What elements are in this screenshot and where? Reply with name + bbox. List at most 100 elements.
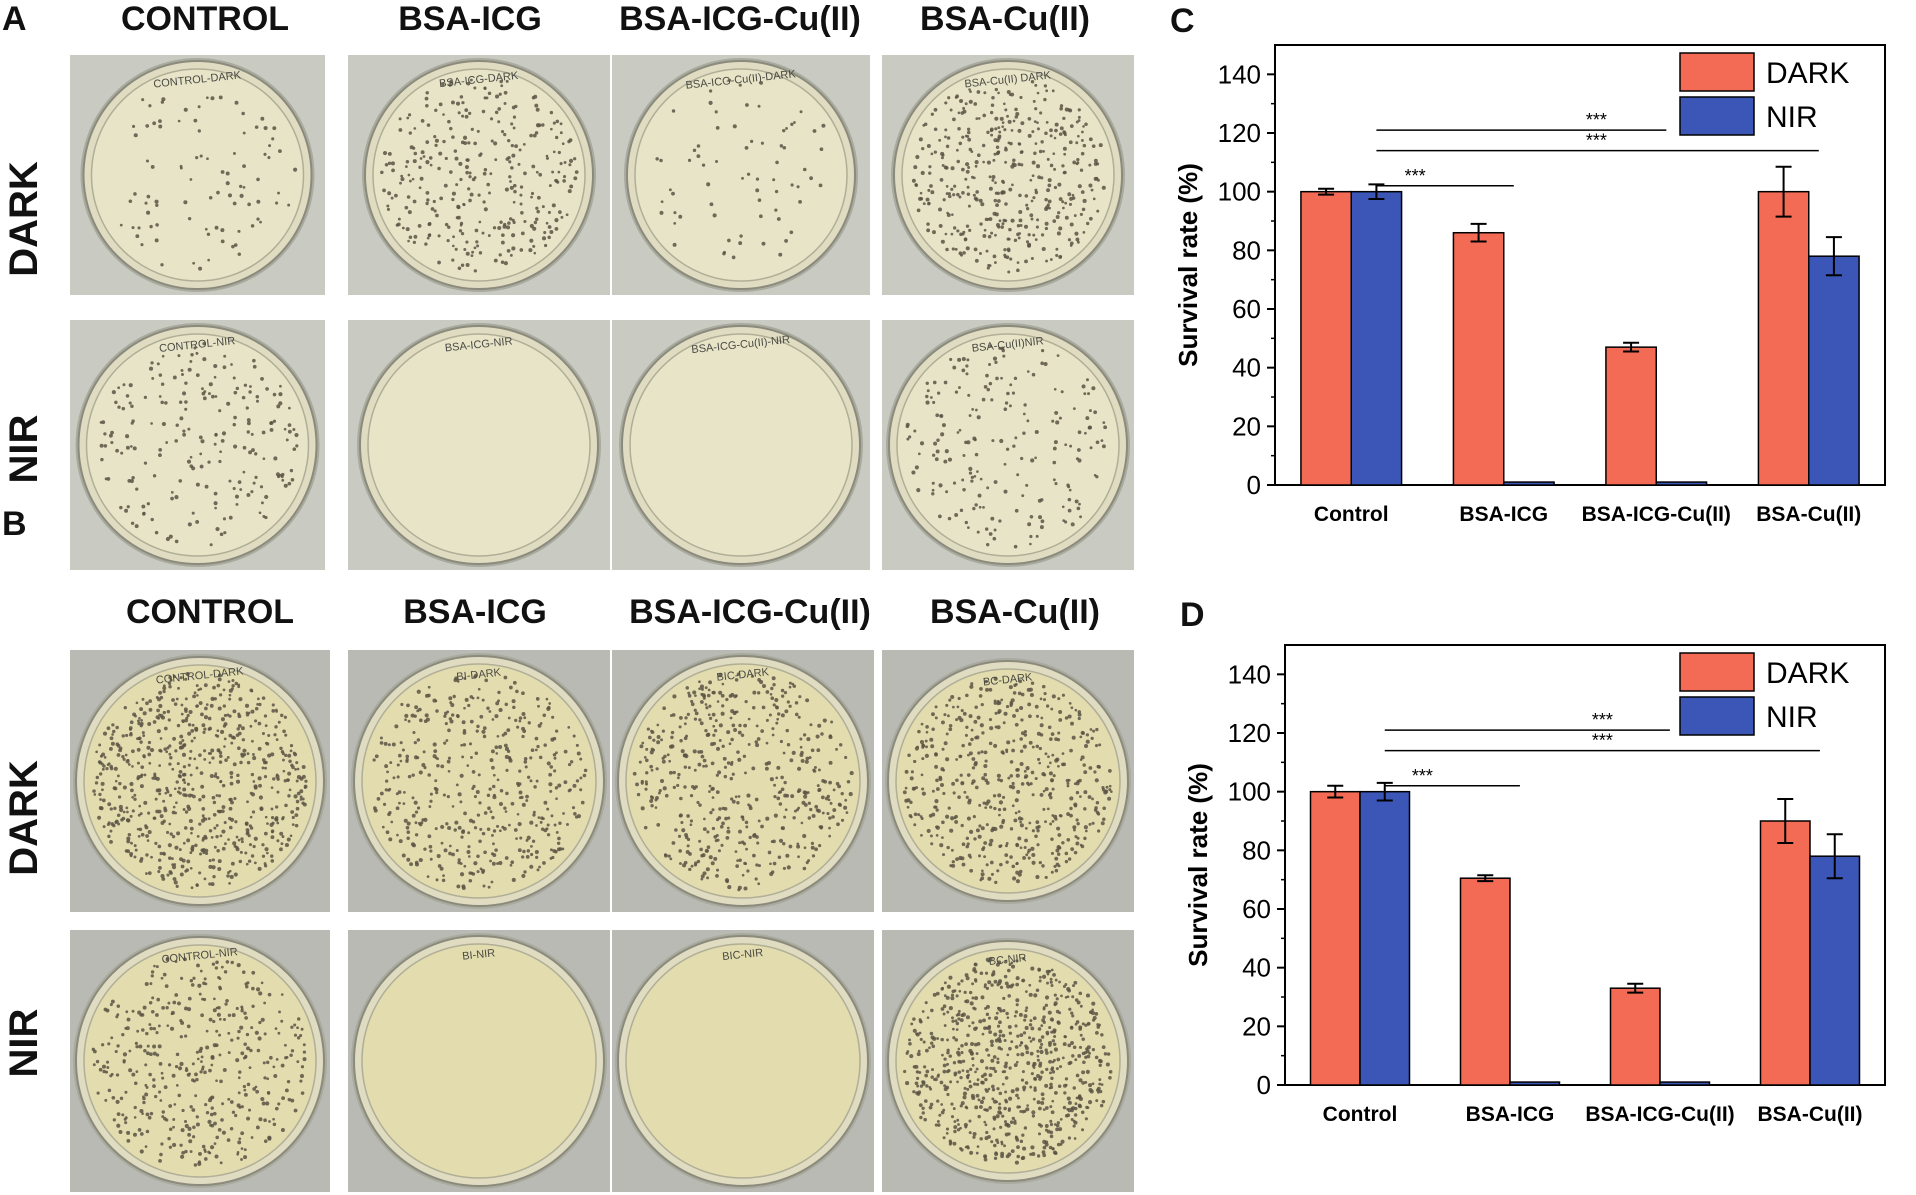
chart-d-plot-frame [1284,644,1886,1086]
chart-d-x-tick-label-2: BSA-ICG-Cu(II) [1585,1103,1734,1126]
chart-d-bar-nir-2 [1659,1081,1711,1086]
chart-c-legend-label-dark: DARK [1766,57,1849,90]
chart-c-bar-dark-2 [1605,346,1657,486]
panel-letter-c: C [1170,2,1195,40]
chart-c-y-tick-label: 80 [1232,235,1261,265]
chart-d-error-bar-dark-1 [1477,874,1494,883]
panel-a-column-control: CONTROL [120,0,290,38]
chart-c-x-tick-label-1: BSA-ICG [1459,503,1548,526]
chart-c-error-bar-nir-0 [1368,183,1385,200]
svg-text:BI-DARK: BI-DARK [456,667,502,684]
panel-b-plate-1-3: BC-NIR [882,930,1134,1192]
panel-letter-b: B [2,505,27,543]
panel-b-column-bsa-icg: BSA-ICG [403,593,547,631]
panel-a-plate-0-1: BSA-ICG-DARK [348,55,610,295]
chart-c-x-tick-label-2: BSA-ICG-Cu(II) [1582,503,1731,526]
panel-b-plate-1-1: BI-NIR [348,930,610,1192]
chart-d-y-tick-label: 80 [1242,835,1271,865]
chart-d-y-tick-label: 100 [1228,777,1271,807]
chart-d-bar-dark-1 [1459,877,1511,1086]
chart-panel-d: 0 20 40 60 80 100 120 140 Survival rate (%) Contr… [1160,635,1910,1195]
chart-c-error-bar-dark-3 [1775,165,1792,218]
chart-c-svg: 0 20 40 60 80 100 120 140 Survival rate (%) Contr… [1173,44,1886,526]
chart-d-bar-nir-3 [1809,855,1861,1086]
panel-a-row-dark: DARK [2,161,46,277]
chart-c-error-bar-nir-3 [1825,236,1842,277]
panel-b-plate-0-3: BC-DARK [882,650,1134,912]
chart-d-y-tick-label: 140 [1228,659,1271,689]
chart-c-error-bar-dark-0 [1318,187,1335,196]
panel-b-column-bsa-cu: BSA-Cu(II) [930,593,1100,631]
panel-a-plate-0-2: BSA-ICG-Cu(II)-DARK [612,55,870,295]
chart-d-bar-dark-3 [1759,820,1811,1086]
chart-d-error-bar-dark-2 [1627,982,1644,994]
chart-c-y-tick-label: 100 [1218,177,1261,207]
chart-c-significance-label-1: *** [1586,110,1607,130]
chart-c-legend-swatch-nir [1679,96,1755,136]
panel-a-plate-1-0: CONTROL-NIR [70,320,325,570]
chart-c-y-tick-label: 40 [1232,353,1261,383]
panel-b-row-nir: NIR [2,1008,46,1078]
chart-d-error-bar-dark-0 [1327,784,1344,799]
chart-d-x-tick-label-1: BSA-ICG [1466,1103,1555,1126]
chart-d-legend-label-nir: NIR [1766,701,1818,734]
chart-c-y-tick-label: 60 [1232,294,1261,324]
chart-d-y-tick-label: 120 [1228,718,1271,748]
chart-c-error-bar-dark-1 [1470,222,1487,243]
chart-d-error-bar-dark-3 [1777,798,1794,844]
chart-c-bar-nir-0 [1350,190,1403,486]
chart-c-bar-nir-2 [1655,481,1708,486]
chart-d-y-axis-label: Survival rate (%) [1183,763,1213,967]
panel-a-plate-0-3: BSA-Cu(II) DARK [882,55,1134,295]
chart-c-bar-dark-3 [1757,190,1810,486]
chart-c-significance-label-2: *** [1586,131,1607,151]
svg-text:BI-NIR: BI-NIR [462,947,496,962]
panel-a-plate-1-2: BSA-ICG-Cu(II)-NIR [612,320,870,570]
panel-b-plate-0-1: BI-DARK [348,650,610,912]
panel-b-plate-0-2: BIC-DARK [612,650,874,912]
chart-d-legend-swatch-dark [1679,652,1755,692]
chart-d-legend-label-dark: DARK [1766,657,1849,690]
svg-text:BIC-DARK: BIC-DARK [716,666,770,683]
chart-c-y-tick-label: 0 [1247,470,1261,500]
panel-letter-d: D [1180,596,1205,634]
chart-d-significance-label-0: *** [1412,766,1433,786]
panel-b-column-control: CONTROL [125,593,295,631]
chart-c-y-tick-label: 20 [1232,411,1261,441]
chart-c-y-tick-label: 120 [1218,118,1261,148]
panel-a-column-bsa-cu: BSA-Cu(II) [920,0,1090,38]
chart-d-x-tick-label-0: Control [1323,1103,1398,1126]
panel-a-column-bsa-icg: BSA-ICG [398,0,542,38]
panel-letter-a: A [2,0,27,38]
chart-c-x-tick-label-0: Control [1314,503,1389,526]
panel-a-column-bsa-icg-cu: BSA-ICG-Cu(II) [619,0,861,38]
chart-d-y-tick-label: 60 [1242,894,1271,924]
chart-d-legend-swatch-nir [1679,696,1755,736]
chart-d-significance-label-1: *** [1592,710,1613,730]
panel-b-plate-1-2: BIC-NIR [612,930,874,1192]
chart-d-svg: 0 20 40 60 80 100 120 140 Survival rate (%) Contr… [1183,644,1886,1126]
svg-text:BIC-NIR: BIC-NIR [722,947,764,963]
panel-a-plate-0-0: CONTROL-DARK [70,55,325,295]
chart-c-significance-label-0: *** [1405,166,1426,186]
panel-b-plate-1-0: CONTROL-NIR [70,930,330,1192]
panel-b-row-dark: DARK [2,760,46,876]
chart-c-error-bar-dark-2 [1623,341,1640,353]
chart-d-error-bar-nir-3 [1826,833,1843,880]
panel-a-plate-1-1: BSA-ICG-NIR [348,320,610,570]
panel-b-plate-0-0: CONTROL-DARK [70,650,330,912]
panel-a-row-nir: NIR [2,414,46,484]
chart-d-x-tick-label-3: BSA-Cu(II) [1758,1103,1863,1126]
chart-c-bar-dark-1 [1452,231,1505,486]
chart-d-y-tick-label: 0 [1257,1070,1271,1100]
panel-a-plate-1-3: BSA-Cu(II)NIR [882,320,1134,570]
chart-d-significance-label-2: *** [1592,731,1613,751]
chart-c-y-axis-label: Survival rate (%) [1173,163,1203,367]
chart-c-bar-nir-3 [1808,255,1860,486]
chart-c-legend-swatch-dark [1679,52,1755,92]
chart-c-y-tick-label: 140 [1218,59,1261,89]
chart-d-bar-dark-0 [1309,790,1361,1086]
chart-d-y-tick-label: 40 [1242,953,1271,983]
chart-d-y-tick-label: 20 [1242,1011,1271,1041]
chart-d-bar-nir-1 [1509,1081,1561,1086]
